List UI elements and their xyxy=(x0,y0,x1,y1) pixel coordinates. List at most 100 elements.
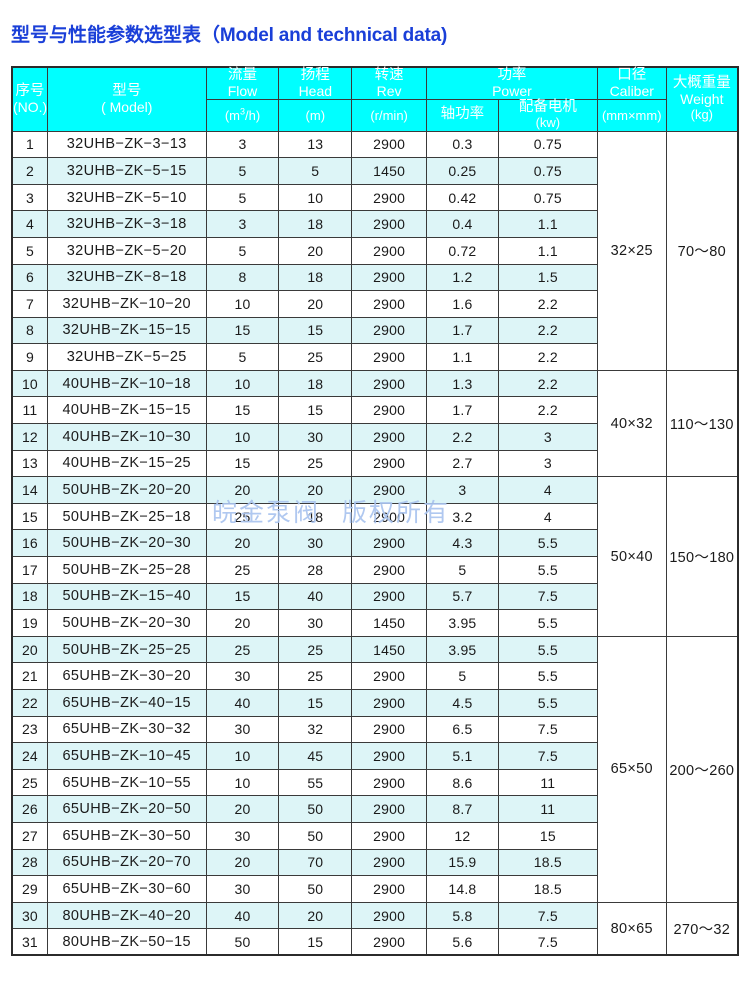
cell-rev: 2900 xyxy=(351,928,428,956)
cell-flow: 5 xyxy=(205,183,280,212)
cell-flow: 10 xyxy=(205,423,280,451)
cell-head: 28 xyxy=(278,556,353,584)
cell-no: 7 xyxy=(11,290,48,318)
table-row: 23 65UHB−ZK−30−32 30 32 2900 6.5 7.5 xyxy=(11,715,738,744)
cell-head: 40 xyxy=(278,582,353,611)
cell-model: 40UHB−ZK−15−25 xyxy=(46,449,207,478)
cell-rev: 2900 xyxy=(351,556,428,584)
cell-head: 20 xyxy=(278,476,353,504)
header-no: 序号 (NO.) xyxy=(11,66,48,132)
header-head: 扬程 Head xyxy=(278,66,353,100)
cell-rev: 2900 xyxy=(351,476,428,504)
header-weight-cn: 大概重量 xyxy=(672,75,731,92)
cell-flow: 10 xyxy=(205,290,280,318)
header-flow-cn: 流量 xyxy=(228,67,257,83)
cell-no: 15 xyxy=(11,502,48,531)
cell-model: 32UHB−ZK−5−15 xyxy=(46,157,207,185)
header-head-unit: (m) xyxy=(278,98,353,132)
cell-head: 25 xyxy=(278,635,353,664)
header-model-en: ( Model) xyxy=(101,98,153,115)
cell-head: 5 xyxy=(278,157,353,185)
cell-shaft-power: 6.5 xyxy=(426,715,499,744)
cell-shaft-power: 5.1 xyxy=(426,742,499,770)
cell-shaft-power: 0.25 xyxy=(426,157,499,185)
cell-flow: 30 xyxy=(205,821,280,850)
table-body: 1 32UHB−ZK−3−13 3 13 2900 0.3 0.75 32×25 70～80 2 3… xyxy=(11,130,739,956)
table-row: 4 32UHB−ZK−3−18 3 18 2900 0.4 1.1 xyxy=(11,210,738,238)
cell-rev: 2900 xyxy=(351,502,428,531)
cell-motor-power: 11 xyxy=(497,768,598,797)
cell-flow: 15 xyxy=(205,582,280,611)
cell-flow: 40 xyxy=(205,901,280,930)
cell-weight: 270～32 xyxy=(665,901,739,956)
header-rev-en: Rev xyxy=(376,82,402,99)
spec-table-wrapper: 序号 (NO.) 型号 ( Model) 流量 Flow 扬程 Head 转速 xyxy=(11,66,739,957)
cell-motor-power: 3 xyxy=(497,449,598,478)
cell-shaft-power: 1.7 xyxy=(426,396,499,425)
cell-motor-power: 2.2 xyxy=(497,343,598,371)
table-row: 27 65UHB−ZK−30−50 30 50 2900 12 15 xyxy=(11,821,738,850)
cell-motor-power: 4 xyxy=(497,476,598,504)
cell-motor-power: 2.2 xyxy=(497,396,598,425)
cell-rev: 1450 xyxy=(351,157,428,185)
cell-head: 30 xyxy=(278,609,353,637)
cell-head: 32 xyxy=(278,715,353,744)
cell-rev: 2900 xyxy=(351,423,428,451)
cell-rev: 2900 xyxy=(351,875,428,903)
header-caliber-unit: (mm×mm) xyxy=(596,98,667,132)
cell-rev: 2900 xyxy=(351,183,428,212)
cell-shaft-power: 5.6 xyxy=(426,928,499,956)
cell-head: 18 xyxy=(278,263,353,292)
cell-flow: 50 xyxy=(205,928,280,956)
header-head-en: Head xyxy=(298,82,333,99)
table-row: 31 80UHB−ZK−50−15 50 15 2900 5.6 7.5 xyxy=(11,928,738,956)
cell-shaft-power: 0.4 xyxy=(426,210,499,238)
cell-no: 13 xyxy=(11,449,48,478)
table-row: 16 50UHB−ZK−20−30 20 30 2900 4.3 5.5 xyxy=(11,529,738,558)
header-power-en: Power xyxy=(492,82,532,99)
page-title-en: （Model and technical data) xyxy=(201,25,448,46)
cell-head: 70 xyxy=(278,848,353,877)
cell-flow: 10 xyxy=(205,768,280,797)
cell-weight: 200～260 xyxy=(665,635,739,903)
cell-model: 65UHB−ZK−30−60 xyxy=(46,875,207,903)
table-row: 26 65UHB−ZK−20−50 20 50 2900 8.7 11 xyxy=(11,795,738,823)
cell-model: 65UHB−ZK−10−55 xyxy=(46,768,207,797)
header-weight: 大概重量 Weight (kg) xyxy=(665,66,739,132)
cell-flow: 30 xyxy=(205,715,280,744)
cell-model: 65UHB−ZK−40−15 xyxy=(46,689,207,717)
cell-no: 27 xyxy=(11,821,48,850)
cell-shaft-power: 3.2 xyxy=(426,502,499,531)
cell-no: 29 xyxy=(11,875,48,903)
cell-flow: 20 xyxy=(205,476,280,504)
table-row: 15 50UHB−ZK−25−18 25 18 2900 3.2 4 xyxy=(11,502,738,531)
cell-weight: 150～180 xyxy=(665,476,739,637)
cell-motor-power: 15 xyxy=(497,821,598,850)
cell-no: 28 xyxy=(11,848,48,877)
cell-rev: 2900 xyxy=(351,396,428,425)
cell-flow: 5 xyxy=(205,343,280,371)
model-technical-data-table: 序号 (NO.) 型号 ( Model) 流量 Flow 扬程 Head 转速 xyxy=(11,66,739,957)
header-rev: 转速 Rev xyxy=(351,66,428,100)
cell-motor-power: 18.5 xyxy=(497,875,598,903)
cell-caliber: 65×50 xyxy=(596,635,667,903)
cell-model: 32UHB−ZK−15−15 xyxy=(46,316,207,345)
cell-shaft-power: 2.2 xyxy=(426,423,499,451)
table-row: 5 32UHB−ZK−5−20 5 20 2900 0.72 1.1 xyxy=(11,236,738,265)
table-header: 序号 (NO.) 型号 ( Model) 流量 Flow 扬程 Head 转速 xyxy=(11,66,739,132)
cell-no: 17 xyxy=(11,556,48,584)
cell-model: 65UHB−ZK−30−20 xyxy=(46,662,207,690)
header-rev-unit: (r/min) xyxy=(351,98,428,132)
header-flow-unit: (m3/h) xyxy=(205,98,280,132)
cell-caliber: 80×65 xyxy=(596,901,667,956)
cell-motor-power: 1.5 xyxy=(497,263,598,292)
cell-head: 13 xyxy=(278,130,353,159)
cell-no: 4 xyxy=(11,210,48,238)
cell-flow: 30 xyxy=(205,662,280,690)
cell-flow: 3 xyxy=(205,130,280,159)
cell-rev: 1450 xyxy=(351,635,428,664)
cell-motor-power: 5.5 xyxy=(497,529,598,558)
cell-motor-power: 7.5 xyxy=(497,715,598,744)
cell-head: 15 xyxy=(278,396,353,425)
cell-shaft-power: 5.8 xyxy=(426,901,499,930)
